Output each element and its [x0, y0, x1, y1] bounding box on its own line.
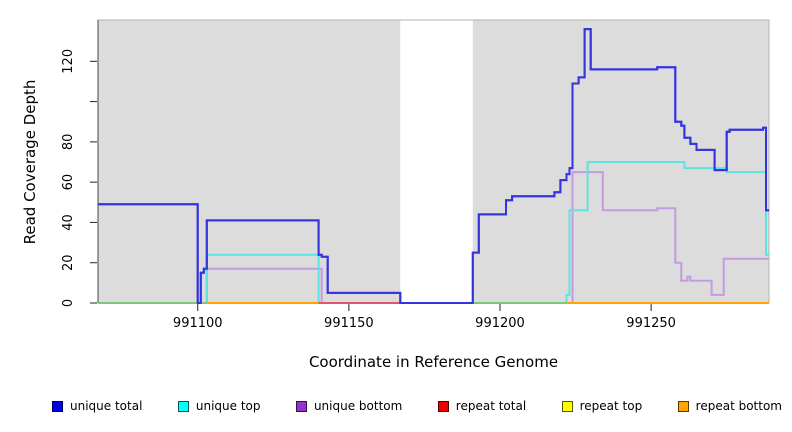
x-tick-label: 991100: [173, 316, 223, 331]
x-tick-label: 991200: [475, 316, 525, 331]
legend: unique total unique top unique bottom repea…: [52, 399, 782, 413]
legend-swatch-repeat-top: [561, 400, 573, 412]
x-tick-label: 991150: [324, 316, 374, 331]
legend-label: repeat total: [455, 399, 527, 413]
legend-swatch-unique-bottom: [295, 400, 307, 412]
legend-swatch-unique-top: [177, 400, 189, 412]
y-tick-label: 80: [61, 134, 76, 151]
legend-swatch-repeat-total: [437, 400, 449, 412]
series-unique-total-top: [98, 28, 769, 304]
x-axis-title: Coordinate in Reference Genome: [308, 353, 559, 371]
legend-swatch-repeat-bottom: [677, 400, 689, 412]
y-tick-label: 20: [61, 254, 76, 271]
series-unique-bottom: [98, 171, 769, 304]
legend-label: repeat top: [579, 399, 643, 413]
series-unique-top: [98, 161, 769, 304]
legend-label: unique total: [70, 399, 143, 413]
y-tick-label: 40: [61, 214, 76, 231]
legend-item-repeat-total: repeat total: [437, 399, 527, 413]
legend-item-unique-bottom: unique bottom: [295, 399, 403, 413]
legend-item-repeat-top: repeat top: [561, 399, 643, 413]
y-tick-label: 60: [61, 174, 76, 191]
legend-label: repeat bottom: [695, 399, 782, 413]
legend-item-unique-total: unique total: [52, 399, 142, 413]
legend-item-repeat-bottom: repeat bottom: [677, 399, 782, 413]
legend-item-unique-top: unique top: [177, 399, 261, 413]
legend-swatch-unique-total: [52, 400, 63, 412]
legend-label: unique top: [195, 399, 261, 413]
x-tick-label: 991250: [626, 316, 676, 331]
gap-band: [400, 20, 473, 303]
y-axis-title: Read Coverage Depth: [21, 79, 39, 245]
legend-label: unique bottom: [313, 399, 403, 413]
y-tick-label: 120: [61, 49, 76, 74]
y-tick-label: 0: [61, 299, 76, 307]
